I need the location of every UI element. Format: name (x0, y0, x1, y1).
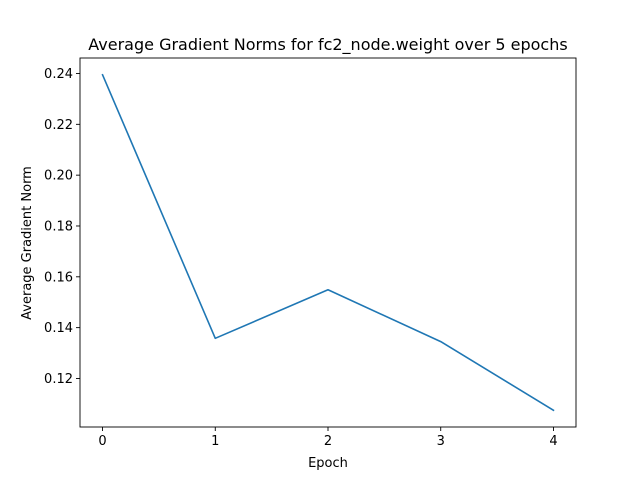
chart-title: Average Gradient Norms for fc2_node.weig… (88, 35, 567, 55)
x-tick-label: 2 (324, 434, 332, 449)
y-tick-label: 0.14 (44, 321, 73, 336)
y-tick-label: 0.22 (44, 118, 73, 133)
x-tick-label: 3 (437, 434, 445, 449)
x-axis: 0 1 2 3 4 (98, 427, 558, 449)
y-tick-label: 0.16 (44, 270, 73, 285)
y-axis: 0.12 0.14 0.16 0.18 0.20 0.22 0.24 (44, 67, 80, 387)
x-tick-label: 1 (211, 434, 219, 449)
y-axis-label: Average Gradient Norm (20, 166, 35, 320)
y-tick-label: 0.18 (44, 219, 73, 234)
y-tick-label: 0.12 (44, 372, 73, 387)
y-tick-label: 0.24 (44, 67, 73, 82)
x-tick-label: 0 (98, 434, 106, 449)
series-line-0 (101, 73, 555, 412)
x-tick-label: 4 (549, 434, 557, 449)
y-tick-label: 0.20 (44, 169, 73, 184)
x-axis-label: Epoch (308, 456, 348, 471)
